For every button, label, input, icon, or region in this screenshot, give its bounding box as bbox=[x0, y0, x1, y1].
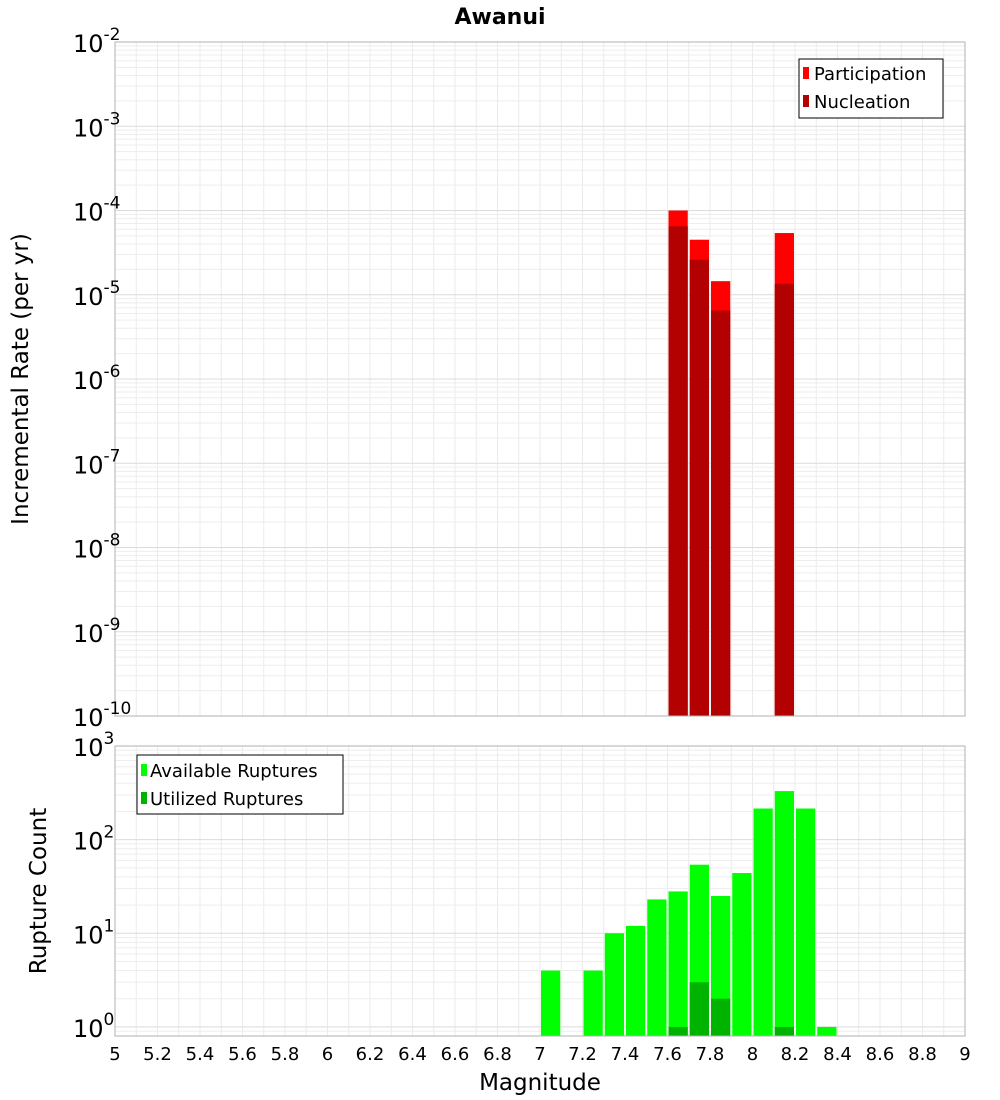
x-axis-label: Magnitude bbox=[479, 1070, 601, 1096]
x-tick-label: 7.8 bbox=[696, 1044, 725, 1065]
legend-swatch-nucleation bbox=[803, 95, 809, 107]
top-y-axis-label: Incremental Rate (per yr) bbox=[8, 233, 34, 525]
legend-label-participation: Participation bbox=[814, 64, 926, 85]
x-tick-label: 6 bbox=[322, 1044, 333, 1065]
x-tick-label: 8.6 bbox=[866, 1044, 895, 1065]
x-tick-label: 6.4 bbox=[398, 1044, 427, 1065]
bottom-legend: Available Ruptures Utilized Ruptures bbox=[136, 754, 344, 815]
top-y-tick-label: 10-3 bbox=[73, 109, 121, 142]
x-tick-label: 7.4 bbox=[611, 1044, 640, 1065]
bar-nucleation bbox=[689, 259, 709, 716]
bottom-panel-bars bbox=[541, 791, 837, 1036]
legend-label-nucleation: Nucleation bbox=[814, 92, 910, 113]
bar-available-ruptures bbox=[604, 933, 624, 1036]
bottom-y-tick-label: 102 bbox=[73, 823, 114, 856]
x-tick-label: 8.8 bbox=[908, 1044, 937, 1065]
x-tick-label: 9 bbox=[959, 1044, 970, 1065]
bar-available-ruptures bbox=[732, 873, 752, 1036]
bar-available-ruptures bbox=[647, 899, 667, 1036]
legend-swatch-utilized bbox=[141, 792, 147, 804]
bar-available-ruptures bbox=[541, 970, 561, 1036]
bar-utilized-ruptures bbox=[711, 998, 731, 1036]
legend-label-available: Available Ruptures bbox=[150, 761, 318, 782]
bar-available-ruptures bbox=[626, 925, 646, 1036]
x-tick-label: 8 bbox=[747, 1044, 758, 1065]
top-panel-y-ticks: 10-10 10-9 10-8 10-7 10-6 10-5 10-4 10-3 10-2 bbox=[73, 25, 131, 732]
bar-nucleation bbox=[668, 226, 688, 716]
bar-utilized-ruptures bbox=[774, 1026, 794, 1036]
top-y-tick-label: 10-6 bbox=[73, 362, 121, 395]
x-tick-label: 6.8 bbox=[483, 1044, 512, 1065]
legend-label-utilized: Utilized Ruptures bbox=[150, 789, 303, 810]
x-tick-label: 6.6 bbox=[441, 1044, 470, 1065]
x-tick-label: 7.6 bbox=[653, 1044, 682, 1065]
top-panel-bars bbox=[668, 210, 794, 716]
bar-available-ruptures bbox=[668, 891, 688, 1036]
top-y-tick-label: 10-8 bbox=[73, 531, 121, 564]
chart-title: Awanui bbox=[454, 5, 545, 30]
bottom-panel-frame bbox=[114, 745, 966, 1037]
top-panel-frame bbox=[114, 41, 966, 717]
bottom-y-tick-label: 101 bbox=[73, 916, 114, 949]
top-y-tick-label: 10-5 bbox=[73, 278, 121, 311]
bottom-y-axis-label: Rupture Count bbox=[26, 808, 52, 974]
bottom-legend-box bbox=[136, 754, 344, 815]
x-tick-label: 5 bbox=[109, 1044, 120, 1065]
bar-available-ruptures bbox=[753, 808, 773, 1036]
bottom-panel-y-ticks: 100 101 102 103 bbox=[73, 729, 114, 1043]
x-tick-label: 5.6 bbox=[228, 1044, 257, 1065]
top-legend: Participation Nucleation bbox=[798, 58, 944, 119]
bar-available-ruptures bbox=[583, 970, 603, 1036]
top-y-tick-label: 10-4 bbox=[73, 194, 121, 227]
top-legend-box bbox=[798, 58, 944, 119]
x-tick-label: 7 bbox=[534, 1044, 545, 1065]
bar-available-ruptures bbox=[796, 808, 816, 1036]
top-y-tick-label: 10-2 bbox=[73, 25, 121, 58]
bar-nucleation bbox=[774, 283, 794, 716]
bar-utilized-ruptures bbox=[668, 1026, 688, 1036]
x-axis-ticks: 5 5.2 5.4 5.6 5.8 6 6.2 6.4 6.6 6.8 7 7.2 7.4 7.6 7.8 8… bbox=[109, 1044, 970, 1065]
bottom-y-tick-label: 103 bbox=[73, 729, 114, 762]
x-tick-label: 5.8 bbox=[271, 1044, 300, 1065]
bar-available-ruptures bbox=[774, 791, 794, 1036]
bar-nucleation bbox=[711, 310, 731, 716]
legend-swatch-participation bbox=[803, 67, 809, 79]
legend-swatch-available bbox=[141, 764, 147, 776]
x-tick-label: 5.2 bbox=[143, 1044, 172, 1065]
bar-available-ruptures bbox=[817, 1026, 837, 1036]
x-tick-label: 8.4 bbox=[823, 1044, 852, 1065]
top-panel-grid bbox=[114, 41, 966, 717]
x-tick-label: 8.2 bbox=[781, 1044, 810, 1065]
bar-utilized-ruptures bbox=[689, 982, 709, 1036]
bottom-y-tick-label: 100 bbox=[73, 1010, 114, 1043]
x-tick-label: 7.2 bbox=[568, 1044, 597, 1065]
top-y-tick-label: 10-10 bbox=[73, 699, 131, 732]
top-y-tick-label: 10-7 bbox=[73, 446, 121, 479]
x-tick-label: 5.4 bbox=[186, 1044, 215, 1065]
top-y-tick-label: 10-9 bbox=[73, 615, 121, 648]
x-tick-label: 6.2 bbox=[356, 1044, 385, 1065]
